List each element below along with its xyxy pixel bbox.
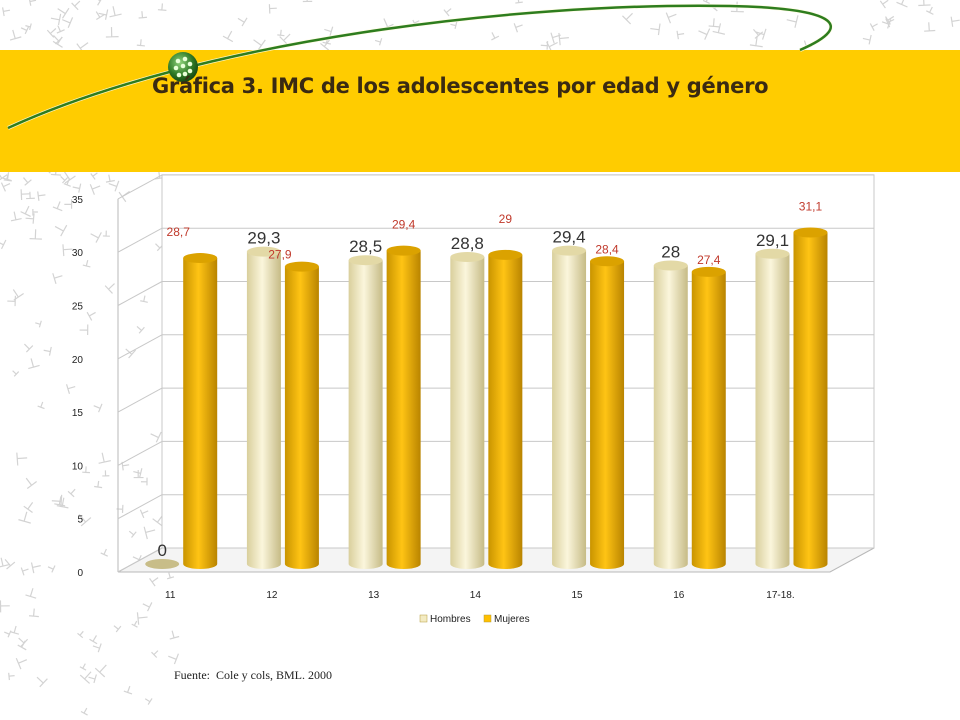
grid-line bbox=[117, 281, 163, 306]
legend-swatch bbox=[419, 614, 428, 623]
bar-hombres-4 bbox=[552, 245, 587, 569]
data-label-hombres: 0 bbox=[157, 541, 166, 560]
data-label-mujeres: 27,4 bbox=[697, 253, 721, 267]
bar-mujeres-2 bbox=[386, 245, 421, 569]
x-tick-label: 12 bbox=[266, 590, 278, 601]
x-tick-label: 11 bbox=[165, 590, 176, 601]
x-tick-label: 15 bbox=[571, 590, 583, 601]
y-tick-label: 10 bbox=[72, 461, 84, 472]
bar-mujeres-0 bbox=[183, 253, 218, 569]
x-tick-label: 17-18. bbox=[766, 590, 794, 601]
page-title: Gráfica 3. IMC de los adolescentes por e… bbox=[152, 74, 769, 98]
grid-line bbox=[117, 174, 163, 200]
data-label-mujeres: 29,4 bbox=[392, 218, 416, 232]
bar-hombres-3 bbox=[450, 251, 485, 569]
data-label-hombres: 28,5 bbox=[349, 237, 382, 256]
legend-swatch bbox=[483, 614, 492, 623]
grid-line bbox=[117, 387, 163, 413]
y-tick-label: 15 bbox=[72, 408, 84, 419]
bar-mujeres-4 bbox=[590, 256, 625, 569]
bar-mujeres-6 bbox=[793, 227, 828, 569]
data-label-hombres: 29,4 bbox=[553, 228, 586, 247]
bar-mujeres-3 bbox=[488, 249, 523, 569]
bar-mujeres-1 bbox=[284, 261, 319, 569]
data-label-hombres: 28 bbox=[661, 243, 680, 262]
source-note: Fuente: Cole y cols, BML. 2000 bbox=[174, 668, 332, 682]
legend-label: Hombres bbox=[430, 614, 471, 625]
x-tick-label: 16 bbox=[673, 590, 685, 601]
bar-hombres-1 bbox=[246, 246, 281, 570]
bar-hombres-2 bbox=[348, 255, 383, 569]
legend-label: Mujeres bbox=[494, 614, 530, 625]
x-tick-label: 14 bbox=[470, 590, 482, 601]
bar-hombres-0 bbox=[145, 559, 180, 569]
bar-hombres-5 bbox=[653, 260, 688, 569]
data-label-hombres: 28,8 bbox=[451, 234, 484, 253]
bar-mujeres-5 bbox=[691, 266, 726, 569]
y-tick-label: 20 bbox=[72, 355, 84, 366]
data-label-mujeres: 29 bbox=[499, 212, 513, 226]
globe-bullet-icon bbox=[168, 52, 198, 82]
y-tick-label: 30 bbox=[72, 248, 84, 259]
data-label-mujeres: 28,7 bbox=[167, 225, 191, 239]
grid-line bbox=[117, 440, 163, 466]
y-tick-label: 25 bbox=[72, 302, 84, 313]
data-label-hombres: 29,1 bbox=[756, 231, 789, 250]
bar-hombres-6 bbox=[755, 248, 790, 569]
grid-line bbox=[117, 334, 163, 360]
grid-line bbox=[117, 547, 163, 573]
y-tick-label: 35 bbox=[72, 195, 84, 206]
grid-line bbox=[117, 227, 163, 253]
data-label-hombres: 29,3 bbox=[247, 229, 280, 248]
legend: Hombres Mujeres bbox=[419, 614, 530, 625]
data-label-mujeres: 27,9 bbox=[268, 248, 292, 262]
y-tick-label: 5 bbox=[77, 515, 83, 526]
grid-line bbox=[117, 494, 163, 520]
data-label-mujeres: 31,1 bbox=[799, 199, 823, 213]
x-tick-label: 13 bbox=[368, 590, 380, 601]
data-label-mujeres: 28,4 bbox=[595, 242, 619, 256]
bars bbox=[145, 227, 828, 570]
y-tick-label: 0 bbox=[77, 568, 83, 579]
